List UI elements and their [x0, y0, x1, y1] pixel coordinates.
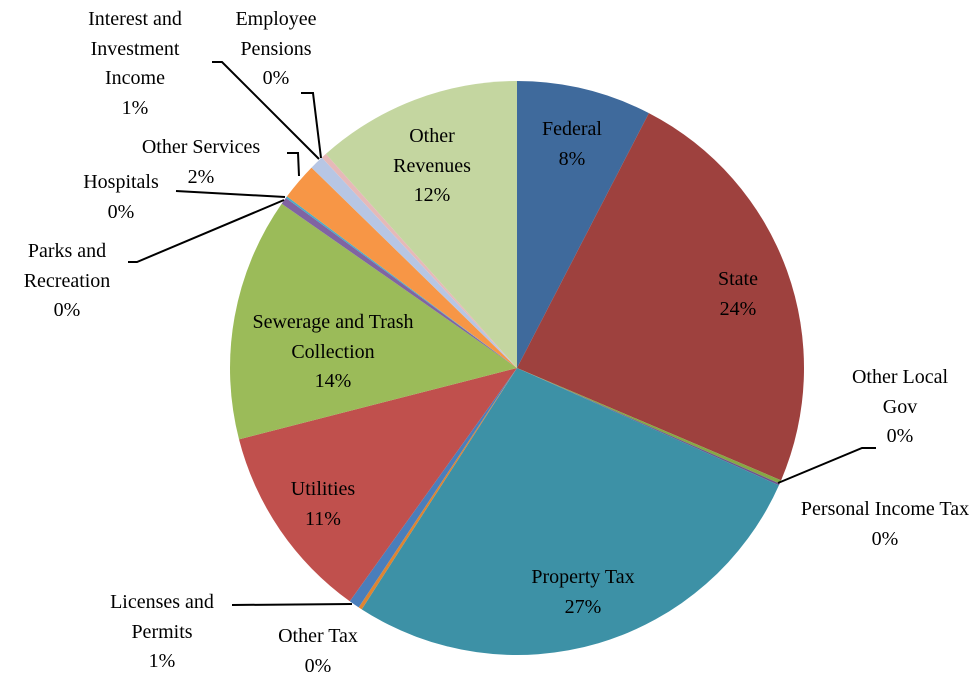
- slice-label: Other Revenues 12%: [382, 122, 482, 211]
- pie-slice: [229, 203, 517, 440]
- value-label: 11%: [305, 507, 341, 530]
- value-label: 1%: [148, 650, 176, 672]
- leader-line: [175, 190, 286, 198]
- category-name: Property Tax: [531, 566, 635, 588]
- pie-slice: [321, 153, 517, 368]
- value-label: 2%: [187, 165, 215, 188]
- slice-label: Other Local Gov 0%: [840, 363, 960, 452]
- pie-slice: [349, 368, 517, 608]
- pie-slice: [517, 368, 780, 486]
- slice-label: Employee Pensions 0%: [220, 5, 332, 94]
- value-label: 0%: [53, 299, 81, 321]
- category-name: Sewerage and Trash Collection: [252, 311, 414, 363]
- value-label: 14%: [314, 370, 352, 392]
- pie-slice: [517, 113, 804, 481]
- value-label: 0%: [107, 200, 135, 223]
- category-name: Other Revenues: [393, 125, 471, 177]
- pie-slice: [239, 368, 517, 602]
- value-label: 24%: [719, 297, 757, 320]
- slice-label: Sewerage and Trash Collection 14%: [251, 308, 416, 397]
- leader-line: [212, 61, 320, 160]
- pie-slice: [286, 167, 517, 368]
- slice-label: Licenses and Permits 1%: [97, 588, 227, 677]
- leader-line: [287, 152, 300, 177]
- value-label: 27%: [564, 595, 602, 618]
- value-label: 12%: [413, 184, 451, 206]
- category-name: State: [718, 268, 758, 290]
- value-label: 0%: [304, 654, 332, 677]
- slice-label: Federal 8%: [522, 115, 622, 174]
- value-label: 0%: [262, 67, 290, 89]
- category-name: Other Tax: [278, 625, 358, 647]
- pie-slice: [281, 197, 517, 368]
- value-label: 1%: [121, 96, 149, 119]
- category-name: Utilities: [290, 478, 356, 500]
- slice-label: State 24%: [688, 265, 788, 324]
- category-name: Hospitals: [83, 171, 159, 193]
- value-label: 0%: [871, 527, 899, 550]
- pie-slice: [311, 157, 517, 368]
- category-name: Employee Pensions: [235, 8, 317, 60]
- slice-label: Other Services 2%: [116, 133, 286, 192]
- slices: [229, 81, 804, 655]
- slice-label: Other Tax 0%: [258, 622, 378, 677]
- leader-line: [231, 603, 353, 606]
- pie-slice: [361, 368, 779, 655]
- category-name: Personal Income Tax: [800, 498, 970, 520]
- category-name: Other Services: [141, 136, 261, 158]
- pie-slice: [517, 81, 649, 368]
- category-name: Parks and Recreation: [23, 240, 111, 292]
- category-name: Licenses and Permits: [110, 591, 214, 643]
- leader-line: [777, 447, 876, 484]
- slice-label: Interest and Investment Income 1%: [76, 5, 194, 123]
- slice-label: Utilities 11%: [263, 475, 383, 534]
- slice-label: Personal Income Tax 0%: [800, 495, 970, 554]
- value-label: 8%: [558, 147, 586, 170]
- category-name: Interest and Investment Income: [88, 8, 182, 89]
- pie-slice: [285, 196, 517, 368]
- pie-slice: [358, 368, 517, 610]
- slice-label: Parks and Recreation 0%: [7, 237, 127, 326]
- value-label: 0%: [886, 425, 914, 447]
- slice-label: Property Tax 27%: [483, 563, 683, 622]
- leader-line: [301, 92, 322, 159]
- pie-slice: [517, 368, 782, 484]
- slice-label: Hospitals 0%: [71, 168, 171, 227]
- category-name: Federal: [542, 118, 602, 140]
- leader-line: [128, 199, 285, 263]
- category-name: Other Local Gov: [851, 366, 949, 418]
- pie-slice: [325, 81, 517, 368]
